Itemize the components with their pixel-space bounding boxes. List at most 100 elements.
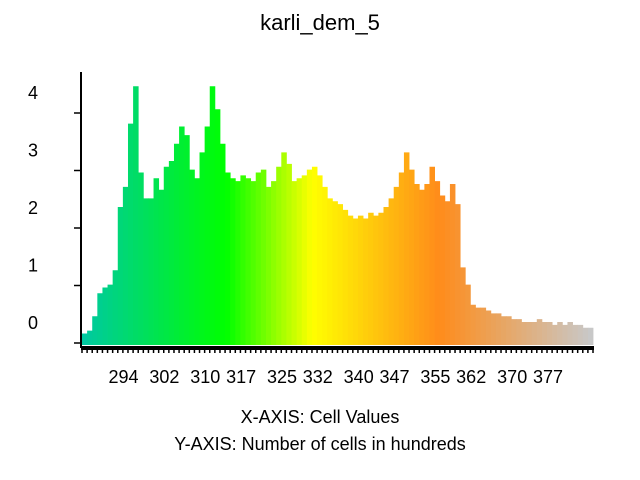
histogram-bar: [587, 327, 594, 345]
histogram-bar: [194, 178, 200, 345]
histogram-bar: [117, 207, 124, 345]
y-tick-label: 3: [28, 141, 38, 161]
histogram-bar: [506, 316, 512, 345]
histogram-bar: [403, 152, 410, 346]
histogram-bar: [531, 322, 538, 345]
histogram-bar: [577, 324, 584, 346]
histogram-bars: [82, 86, 594, 346]
histogram-bar: [158, 189, 165, 345]
x-axis: 294 302 310 317 325 332 340 347 355 362 370 377: [81, 346, 594, 387]
histogram-bar: [475, 307, 481, 346]
histogram-bar: [225, 172, 231, 345]
histogram-bar: [143, 198, 149, 346]
histogram-bar: [547, 322, 553, 345]
histogram-bar: [434, 181, 441, 346]
histogram-bar: [363, 218, 369, 345]
x-tick-label: 340: [344, 367, 374, 387]
histogram-bar: [419, 189, 425, 345]
x-tick-label: 294: [108, 367, 138, 387]
x-tick-label: 347: [379, 367, 409, 387]
histogram-bar: [490, 313, 497, 346]
histogram-bar: [112, 270, 119, 345]
histogram-bar: [199, 152, 206, 346]
histogram-bar: [455, 204, 461, 346]
histogram-bar: [327, 198, 333, 346]
histogram-bar: [388, 198, 395, 346]
x-tick-label: 377: [533, 367, 563, 387]
histogram-bar: [480, 307, 487, 346]
histogram-bar: [378, 212, 384, 345]
histogram-bar: [87, 330, 93, 346]
histogram-bar: [552, 324, 558, 346]
histogram-bar: [133, 86, 139, 345]
x-tick-label: 302: [149, 367, 179, 387]
histogram-bar: [184, 135, 190, 346]
histogram-bar: [582, 327, 589, 345]
histogram-bar: [557, 322, 563, 345]
histogram-bar: [163, 166, 170, 345]
histogram-bar: [485, 310, 492, 345]
histogram-bar: [255, 172, 262, 345]
histogram-bar: [317, 175, 323, 346]
histogram-bar: [92, 316, 98, 345]
histogram-bar: [414, 184, 420, 345]
histogram-bar: [373, 215, 379, 346]
histogram-bar: [245, 178, 252, 345]
histogram-bar: [567, 322, 573, 345]
histogram-bar: [541, 322, 548, 345]
histogram-bar: [179, 126, 185, 345]
y-axis-label: Y-AXIS: Number of cells in hundreds: [174, 434, 465, 454]
histogram-bar: [291, 181, 298, 346]
histogram-bar: [271, 181, 277, 346]
histogram-bar: [97, 293, 103, 345]
chart-title: karli_dem_5: [260, 10, 380, 35]
histogram-bar: [230, 178, 236, 345]
histogram-bar: [495, 313, 502, 346]
histogram-bar: [572, 324, 579, 346]
histogram-bar: [393, 186, 400, 346]
x-tick-label: 317: [226, 367, 256, 387]
histogram-bar: [260, 169, 267, 346]
histogram-bar: [148, 198, 154, 346]
histogram-bar: [470, 304, 476, 345]
histogram-bar: [153, 178, 160, 345]
histogram-bar: [102, 287, 108, 345]
x-tick-label: 355: [420, 367, 450, 387]
histogram-bar: [511, 319, 517, 346]
histogram-bar: [82, 333, 88, 345]
y-tick-label: 1: [28, 256, 38, 276]
histogram-bar: [352, 218, 359, 345]
histogram-bar: [444, 201, 451, 345]
histogram-bar: [465, 284, 471, 346]
histogram-bar: [368, 212, 374, 345]
x-tick-label: 362: [456, 367, 486, 387]
histogram-bar: [460, 267, 466, 346]
x-tick-label: 310: [190, 367, 220, 387]
histogram-bar: [357, 215, 364, 346]
histogram-bar: [526, 322, 533, 345]
histogram-bar: [235, 181, 241, 346]
histogram-bar: [209, 86, 216, 345]
histogram-bar: [296, 178, 303, 345]
histogram-bar: [276, 166, 282, 345]
histogram-bar: [219, 143, 226, 345]
histogram-bar: [521, 322, 527, 345]
histogram-bar: [439, 195, 446, 345]
histogram-bar: [501, 316, 507, 345]
y-tick-label: 2: [28, 198, 38, 218]
histogram-bar: [122, 186, 129, 346]
histogram-bar: [306, 169, 313, 346]
histogram-bar: [173, 143, 180, 345]
histogram-bar: [281, 152, 287, 346]
histogram-bar: [168, 161, 175, 345]
histogram-bar: [337, 204, 344, 346]
histogram-bar: [311, 166, 318, 345]
histogram-bar: [286, 163, 292, 346]
x-tick-label: 370: [497, 367, 527, 387]
x-axis-label: X-AXIS: Cell Values: [241, 407, 400, 427]
histogram-bar: [301, 175, 308, 346]
histogram-bar: [265, 186, 272, 346]
histogram-bar: [107, 284, 114, 346]
histogram-bar: [332, 201, 338, 345]
